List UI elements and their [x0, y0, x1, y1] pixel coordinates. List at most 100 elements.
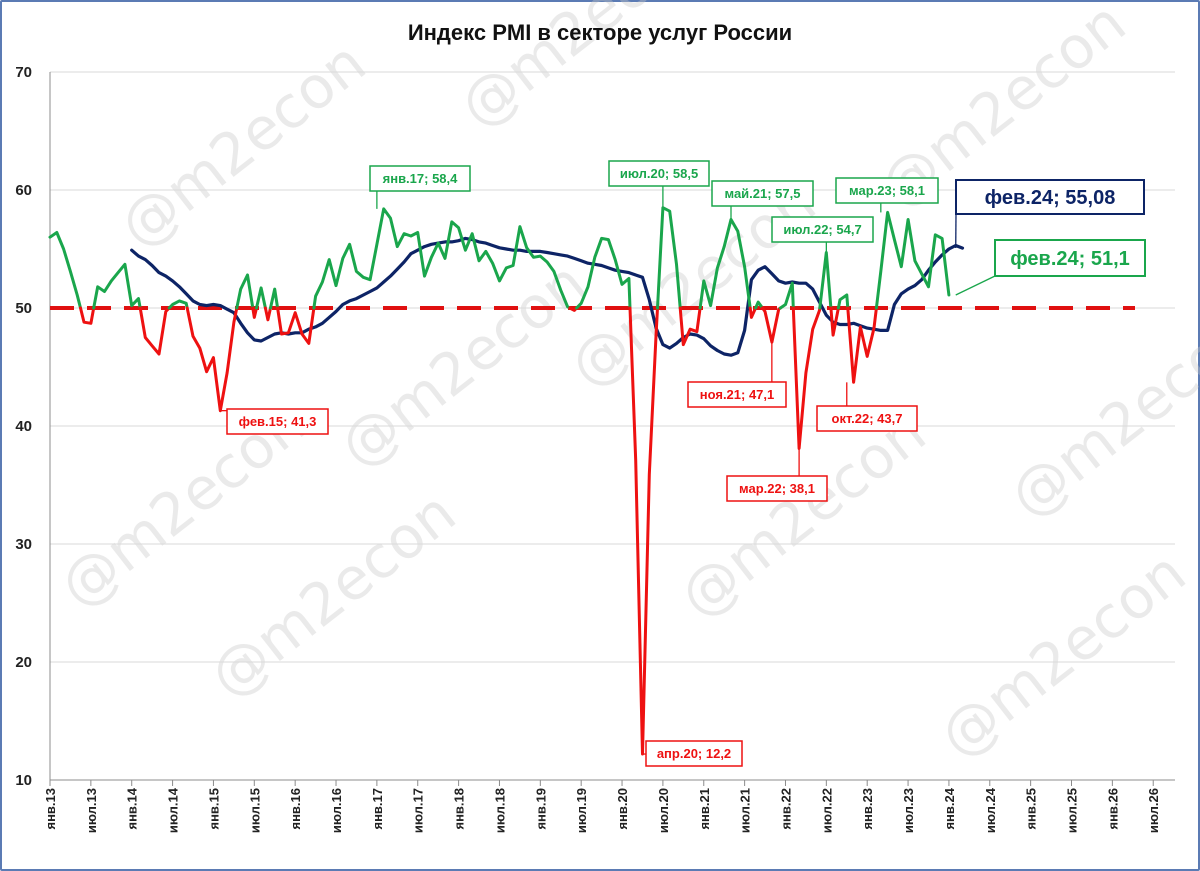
x-tick-label: июл.23: [901, 788, 916, 833]
x-tick-label: июл.24: [983, 787, 998, 833]
pmi-line-below-50: [185, 306, 239, 413]
x-tick-label: янв.21: [697, 788, 712, 830]
pmi-line-below-50: [276, 306, 316, 345]
callout-label: фев.24; 51,1: [1010, 248, 1130, 270]
callout-leader: [955, 275, 996, 296]
x-tick-label: янв.25: [1024, 788, 1039, 830]
watermark-layer: @m2econ@m2econ @m2econ@m2econ@m2econ@m2ec…: [47, 0, 1200, 771]
pmi-line-above-50: [255, 286, 267, 310]
x-tick-label: янв.16: [288, 788, 303, 830]
callout-label: мар.22; 38,1: [739, 481, 815, 496]
callout-red: апр.20; 12,2: [642, 740, 743, 767]
x-tick-label: июл.13: [84, 788, 99, 833]
callout-red: мар.22; 38,1: [726, 448, 828, 502]
y-axis: 10 20 30 40 50 60 70: [15, 64, 32, 789]
pmi-line-above-50: [754, 300, 764, 310]
pmi-line-above-50: [818, 251, 833, 310]
x-tick-label: июл.21: [738, 788, 753, 833]
pmi-line-below-50: [251, 306, 258, 319]
x-tick-label: июл.18: [492, 788, 507, 833]
x-tick-label: июл.14: [166, 787, 181, 833]
callout-box: [645, 740, 743, 767]
x-tick-label: июл.25: [1065, 788, 1080, 833]
y-tick-label: 70: [15, 64, 32, 81]
x-tick-label: июл.20: [656, 788, 671, 833]
watermark-text: @m2econ: [997, 298, 1200, 531]
y-tick-label: 10: [15, 772, 32, 789]
x-tick-label: янв.17: [370, 788, 385, 830]
callout-label: мар.23; 58,1: [849, 183, 925, 198]
y-tick-label: 30: [15, 536, 32, 553]
x-axis: янв.13 июл.13 янв.14 июл.14 янв.15 июл.15 янв.…: [43, 780, 1161, 833]
callout-box: [994, 239, 1146, 277]
ma12-line: [130, 236, 965, 357]
callout-label: окт.22; 43,7: [832, 411, 903, 426]
callout-label: фев.15; 41,3: [239, 414, 317, 429]
x-tick-label: янв.19: [533, 788, 548, 830]
callout-layer: янв.17; 58,4 июл.20; 58,5 май.21; 57,5 июл.…: [220, 160, 1146, 767]
callout-green: янв.17; 58,4: [369, 165, 471, 209]
pmi-line-below-50: [846, 306, 878, 384]
x-tick-label: янв.26: [1105, 788, 1120, 830]
pmi-line-above-50: [312, 207, 572, 310]
pmi-line-below-50: [678, 306, 702, 347]
x-tick-label: июл.16: [329, 788, 344, 833]
y-tick-label: 20: [15, 654, 32, 671]
pmi-line-below-50: [829, 306, 840, 337]
callout-box: [771, 216, 874, 243]
callout-label: апр.20; 12,2: [657, 746, 731, 761]
pmi-layer: [48, 206, 951, 756]
callout-label: ноя.21; 47,1: [700, 387, 775, 402]
callout-red: фев.15; 41,3: [220, 408, 329, 435]
callout-label: янв.17; 58,4: [383, 171, 459, 186]
x-tick-label: янв.13: [43, 788, 58, 830]
pmi-line-below-50: [628, 306, 659, 756]
watermark-text: @m2econ: [927, 538, 1198, 771]
callout-green: фев.24; 51,1: [955, 239, 1146, 296]
y-tick-label: 50: [15, 300, 32, 317]
callout-green: июл.20; 58,5: [608, 160, 710, 208]
callout-box: [369, 165, 471, 192]
callout-box: [608, 160, 710, 187]
watermark-text: @m2econ: [197, 478, 468, 711]
pmi-line-above-50: [167, 299, 189, 310]
pmi-line-above-50: [92, 262, 142, 310]
callout-red: ноя.21; 47,1: [687, 342, 787, 408]
callout-box: [955, 179, 1145, 215]
x-tick-label: янв.24: [942, 787, 957, 829]
callout-label: июл.20; 58,5: [620, 166, 698, 181]
pmi-line-above-50: [235, 273, 255, 310]
callout-red: окт.22; 43,7: [816, 382, 918, 432]
callout-navy: фев.24; 55,08: [955, 179, 1145, 249]
pmi-line-below-50: [761, 306, 782, 344]
pmi-line-above-50: [269, 287, 280, 310]
pmi-line-above-50: [778, 281, 795, 310]
pmi-line-below-50: [138, 306, 171, 356]
pmi-line-below-50: [748, 306, 758, 319]
y-tick-label: 60: [15, 182, 32, 199]
pmi-line-above-50: [48, 231, 82, 310]
pmi-line-below-50: [79, 306, 96, 325]
callout-label: июл.22; 54,7: [783, 222, 861, 237]
callout-green: мар.23; 58,1: [835, 177, 939, 213]
watermark-text: @m2econ: [667, 398, 938, 631]
callout-label: фев.24; 55,08: [985, 187, 1116, 209]
x-tick-label: янв.22: [778, 788, 793, 830]
x-tick-label: янв.20: [615, 788, 630, 830]
callout-green: июл.22; 54,7: [771, 216, 874, 253]
x-tick-label: июл.17: [411, 788, 426, 833]
x-tick-label: янв.18: [452, 788, 467, 830]
ma12-layer: [130, 236, 965, 357]
callout-box: [726, 475, 828, 502]
callout-box: [226, 408, 329, 435]
callout-box: [711, 180, 814, 207]
x-tick-label: янв.14: [125, 787, 140, 829]
watermark-text: @m2econ: [107, 28, 378, 261]
x-tick-label: янв.15: [206, 788, 221, 830]
y-tick-label: 40: [15, 418, 32, 435]
pmi-line-below-50: [263, 306, 272, 322]
callout-green: май.21; 57,5: [711, 180, 814, 220]
x-tick-label: июл.22: [819, 788, 834, 833]
